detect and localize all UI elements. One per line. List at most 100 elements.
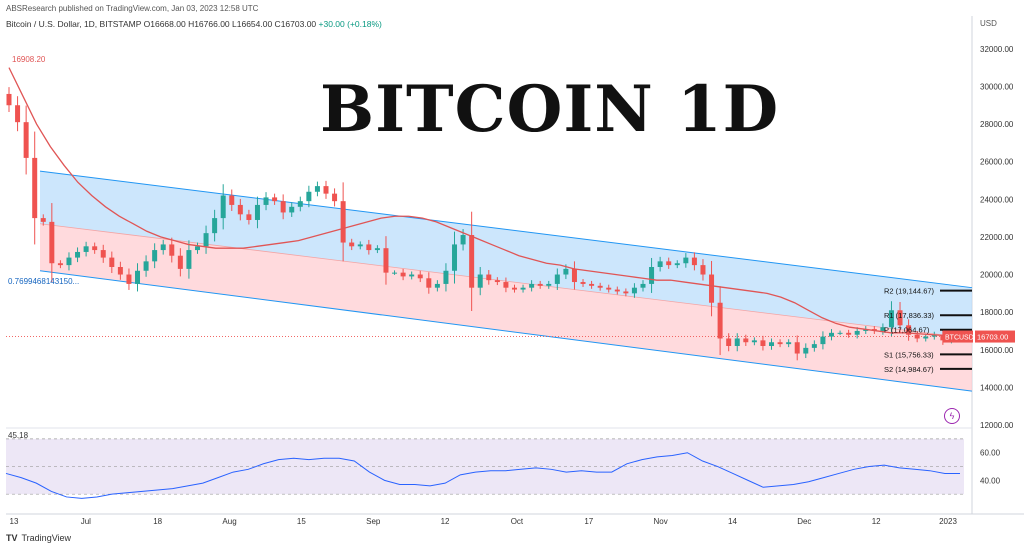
y-tick-label: 12000.00	[980, 421, 1014, 430]
candle-body	[254, 204, 260, 220]
pivot-label: S2 (14,984.67)	[884, 365, 934, 374]
candle-body	[349, 242, 355, 247]
x-tick-label: Dec	[797, 517, 811, 526]
candle-body	[366, 244, 372, 251]
candle-body	[923, 336, 929, 339]
y-tick-label: 26000.00	[980, 158, 1014, 167]
candle-body	[631, 287, 637, 294]
y-tick-label: 20000.00	[980, 271, 1014, 280]
pivot-label: P (17,064.67)	[884, 326, 930, 335]
candle-body	[811, 344, 817, 348]
tv-logo-text: TradingView	[21, 533, 72, 543]
candle-body	[597, 285, 603, 288]
candle-body	[237, 204, 243, 215]
candle-body	[914, 334, 920, 339]
candle-body	[152, 250, 158, 262]
symbol-tag-text: BTCUSD	[945, 335, 974, 342]
candle-body	[606, 287, 612, 290]
candle-body	[460, 235, 466, 245]
candle-body	[280, 201, 286, 213]
candle-body	[49, 221, 55, 264]
candle-body	[306, 191, 312, 202]
candle-body	[777, 342, 783, 345]
candle-body	[803, 347, 809, 354]
candle-body	[246, 214, 252, 220]
pivot-label: R1 (17,836.33)	[884, 311, 935, 320]
y-tick-label: 16000.00	[980, 346, 1014, 355]
candle-body	[846, 332, 852, 335]
y-tick-label: 30000.00	[980, 82, 1014, 91]
x-tick-label: 14	[728, 517, 737, 526]
candle-body	[563, 268, 569, 275]
candle-body	[426, 278, 432, 288]
price-change: +30.00 (+0.18%)	[318, 19, 382, 29]
rsi-value-label: 45.18	[8, 431, 29, 440]
rsi-line	[5, 452, 960, 499]
candle-body	[109, 257, 115, 267]
candle-body	[734, 338, 740, 346]
moving-average-line	[8, 67, 961, 338]
candle-body	[494, 280, 500, 283]
candle-body	[220, 195, 226, 219]
candle-body	[323, 186, 329, 194]
rsi-band	[6, 438, 964, 495]
x-tick-label: Sep	[366, 517, 381, 526]
y-tick-label: 28000.00	[980, 120, 1014, 129]
candle-body	[417, 274, 423, 279]
candle-body	[135, 270, 141, 284]
candle-body	[15, 105, 21, 123]
candle-body	[263, 197, 269, 205]
candle-body	[837, 332, 843, 334]
candle-body	[674, 263, 680, 266]
candle-body	[169, 244, 175, 256]
channel-lower-line	[39, 270, 973, 392]
x-tick-label: 15	[297, 517, 306, 526]
candle-body	[657, 261, 663, 267]
candle-body	[709, 274, 715, 303]
candle-body	[126, 274, 132, 284]
channel-upper-fill	[40, 171, 972, 339]
candle-body	[537, 283, 543, 286]
candle-body	[888, 310, 894, 328]
candle-body	[409, 274, 415, 277]
tradingview-logo: TV TradingView	[6, 533, 71, 543]
candle-body	[392, 272, 398, 274]
y-tick-label: 22000.00	[980, 233, 1014, 242]
currency-label: USD	[980, 19, 997, 28]
candle-body	[23, 122, 29, 158]
candle-body	[820, 336, 826, 345]
symbol-info: Bitcoin / U.S. Dollar, 1D, BITSTAMP O166…	[6, 19, 382, 29]
candle-body	[580, 282, 586, 284]
candle-body	[434, 283, 440, 288]
candle-body	[443, 270, 449, 284]
candle-body	[143, 261, 149, 271]
lightning-icon[interactable]: ϟ	[944, 408, 960, 424]
tv-logo-icon: TV	[6, 533, 18, 543]
candle-body	[374, 248, 380, 251]
candle-body	[751, 340, 757, 343]
candle-body	[289, 206, 295, 213]
candle-body	[786, 342, 792, 345]
ohlc-values: O16668.00 H16766.00 L16654.00 C16703.00	[143, 19, 317, 29]
x-tick-label: 2023	[939, 517, 957, 526]
candle-body	[906, 325, 912, 335]
candle-body	[194, 246, 200, 251]
candle-body	[357, 244, 363, 247]
candle-body	[75, 251, 81, 258]
y-tick-label: 18000.00	[980, 308, 1014, 317]
left-value-label: 0.7699468143150...	[8, 277, 79, 286]
candle-body	[529, 283, 535, 288]
candle-body	[186, 250, 192, 269]
candle-body	[83, 246, 89, 252]
candle-body	[683, 257, 689, 264]
candle-body	[340, 201, 346, 243]
candle-body	[700, 265, 706, 275]
candle-body	[297, 201, 303, 207]
candle-body	[32, 157, 38, 219]
candle-body	[503, 282, 509, 288]
candle-body	[691, 257, 697, 266]
candle-body	[100, 250, 106, 258]
candle-body	[589, 283, 595, 286]
x-tick-label: Oct	[511, 517, 524, 526]
